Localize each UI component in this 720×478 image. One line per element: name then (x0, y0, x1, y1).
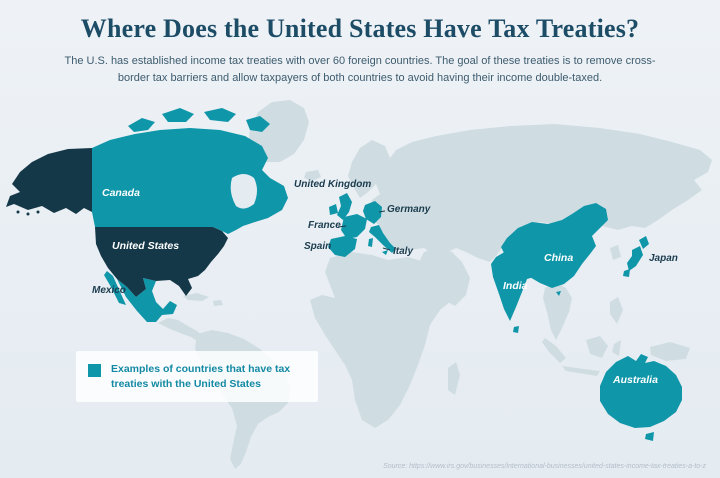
cuba-shape (183, 293, 209, 301)
sulawesi-shape (612, 340, 621, 356)
germany-leader-line (378, 210, 386, 213)
italy-leader-line (382, 247, 391, 251)
japan-honshu-shape (627, 246, 643, 271)
aleutian-island-dot (26, 212, 30, 216)
france-shape (341, 214, 367, 239)
baja-california-shape (104, 271, 126, 305)
new-guinea-shape (650, 342, 690, 361)
sri-lanka-shape (513, 326, 519, 333)
africa-shape (310, 252, 452, 428)
united-states-group (6, 148, 228, 297)
eurasia-shape (348, 124, 712, 262)
sardinia-shape (368, 238, 373, 247)
arabia-shape (420, 248, 470, 306)
page-subtitle: The U.S. has established income tax trea… (64, 55, 656, 84)
mexico-shape (117, 278, 177, 322)
iceland-shape (304, 170, 321, 181)
ireland-shape (329, 204, 338, 215)
header: Where Does the United States Have Tax Tr… (0, 14, 720, 86)
japan-hokkaido-shape (639, 236, 649, 249)
spain-shape (328, 236, 357, 257)
australia-shape (600, 354, 682, 428)
java-shape (562, 366, 600, 376)
borneo-shape (586, 336, 608, 358)
source-text: Source: https://www.irs.gov/businesses/i… (383, 463, 706, 470)
hispaniola-shape (213, 300, 223, 306)
central-america-shape (158, 318, 205, 343)
philippines-shape (610, 297, 623, 324)
korea-shape (610, 245, 621, 260)
page-title: Where Does the United States Have Tax Tr… (80, 14, 640, 43)
madagascar-shape (448, 362, 460, 395)
arctic-island-shape (128, 118, 155, 132)
indochina-shape (543, 282, 572, 340)
sicily-shape (382, 250, 388, 255)
hudson-bay-shape (230, 174, 257, 209)
label-leader-lines (337, 210, 391, 251)
arctic-island-shape (204, 108, 236, 122)
united-states-shape (95, 227, 228, 297)
arctic-island-shape (162, 108, 194, 122)
arctic-island-shape (246, 116, 270, 132)
greenland-shape (248, 100, 309, 162)
italy-shape (369, 225, 396, 253)
japan-kyushu-shape (623, 269, 630, 277)
great-britain-shape (337, 193, 352, 220)
alaska-shape (6, 148, 92, 214)
tasmania-shape (645, 432, 654, 441)
legend-label: Examples of countries that have tax trea… (111, 363, 291, 390)
germany-shape (363, 201, 382, 224)
legend-swatch (88, 364, 101, 377)
india-shape (491, 250, 541, 321)
treaty-countries (92, 108, 682, 441)
aleutian-island-dot (16, 210, 20, 214)
legend: Examples of countries that have tax trea… (76, 351, 318, 403)
hainan-shape (556, 291, 561, 296)
france-leader-line (337, 225, 347, 228)
sumatra-shape (542, 338, 566, 363)
aleutian-island-dot (36, 210, 40, 214)
